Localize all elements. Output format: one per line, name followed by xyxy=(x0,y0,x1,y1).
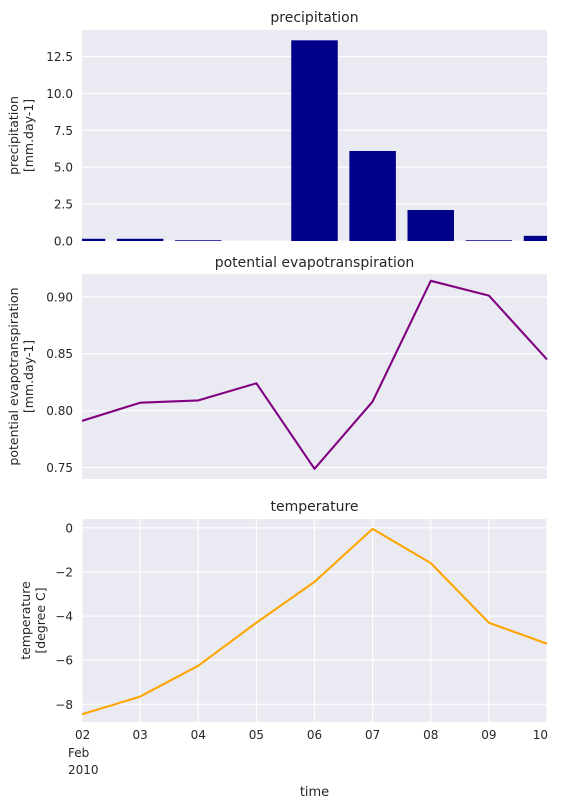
temperature-xtick-label: 08 xyxy=(423,728,438,742)
precipitation-ytick-label: 0.0 xyxy=(54,235,73,249)
potential-evapotranspiration-title: potential evapotranspiration xyxy=(215,255,415,271)
precipitation-bar xyxy=(82,238,106,241)
temperature-xtick-label: 02 xyxy=(75,728,90,742)
temperature-xtick-label: 03 xyxy=(132,728,147,742)
temperature-ytick-label: −6 xyxy=(55,654,73,668)
temperature-ylabel: temperature xyxy=(18,581,33,660)
temperature-ylabel: [degree C] xyxy=(33,587,48,653)
temperature-xtick-label: 09 xyxy=(481,728,496,742)
temperature-xtick-label: 06 xyxy=(307,728,322,742)
precipitation-ytick-label: 7.5 xyxy=(54,124,73,138)
potential-evapotranspiration-ylabel: potential evapotranspiration xyxy=(6,287,21,465)
precipitation-bar xyxy=(523,235,547,241)
precipitation-ytick-label: 12.5 xyxy=(46,50,73,64)
precipitation-bar xyxy=(407,210,454,241)
precipitation-ytick-label: 5.0 xyxy=(54,161,73,175)
temperature-xtick-label: 10 xyxy=(533,728,548,742)
temperature-title: temperature xyxy=(271,499,359,515)
precipitation-ytick-label: 10.0 xyxy=(46,87,73,101)
potential-evapotranspiration-plot-area xyxy=(82,274,547,479)
potential-evapotranspiration-ytick-label: 0.85 xyxy=(46,347,73,361)
potential-evapotranspiration-ytick-label: 0.90 xyxy=(46,290,73,304)
temperature-xtick-label: 05 xyxy=(249,728,264,742)
temperature-xtick-label: 04 xyxy=(191,728,206,742)
potential-evapotranspiration-panel: 0.75 0.80 0.85 0.90 potential evapotranspira… xyxy=(6,255,548,479)
temperature-line xyxy=(81,527,548,716)
temperature-xtick-label: 07 xyxy=(365,728,380,742)
potential-evapotranspiration-ylabel: [mm.day-1] xyxy=(21,340,36,413)
precipitation-bar xyxy=(175,240,222,241)
precipitation-panel: 0.0 2.5 5.0 7.5 10.0 12.5 precipitation precipi… xyxy=(6,10,547,249)
precipitation-ylabel: [mm.day-1] xyxy=(21,99,36,172)
precipitation-title: precipitation xyxy=(270,10,358,26)
precipitation-bar xyxy=(116,238,164,241)
precipitation-bar xyxy=(291,40,338,241)
temperature-xlabel: time xyxy=(300,785,329,800)
potential-evapotranspiration-ytick-label: 0.80 xyxy=(46,404,73,418)
temperature-xtick-sublabel: 2010 xyxy=(68,763,99,777)
potential-evapotranspiration-line xyxy=(81,279,548,470)
temperature-ytick-label: −4 xyxy=(55,610,73,624)
temperature-xtick-sublabel: Feb xyxy=(68,746,89,760)
precipitation-ytick-label: 2.5 xyxy=(54,198,73,212)
precipitation-bar xyxy=(349,150,396,241)
temperature-ytick-label: 0 xyxy=(65,521,73,535)
precipitation-ylabel: precipitation xyxy=(6,96,21,175)
potential-evapotranspiration-ytick-label: 0.75 xyxy=(46,461,73,475)
temperature-ytick-label: −2 xyxy=(55,565,73,579)
temperature-ytick-label: −8 xyxy=(55,698,73,712)
precipitation-bar xyxy=(465,240,513,241)
